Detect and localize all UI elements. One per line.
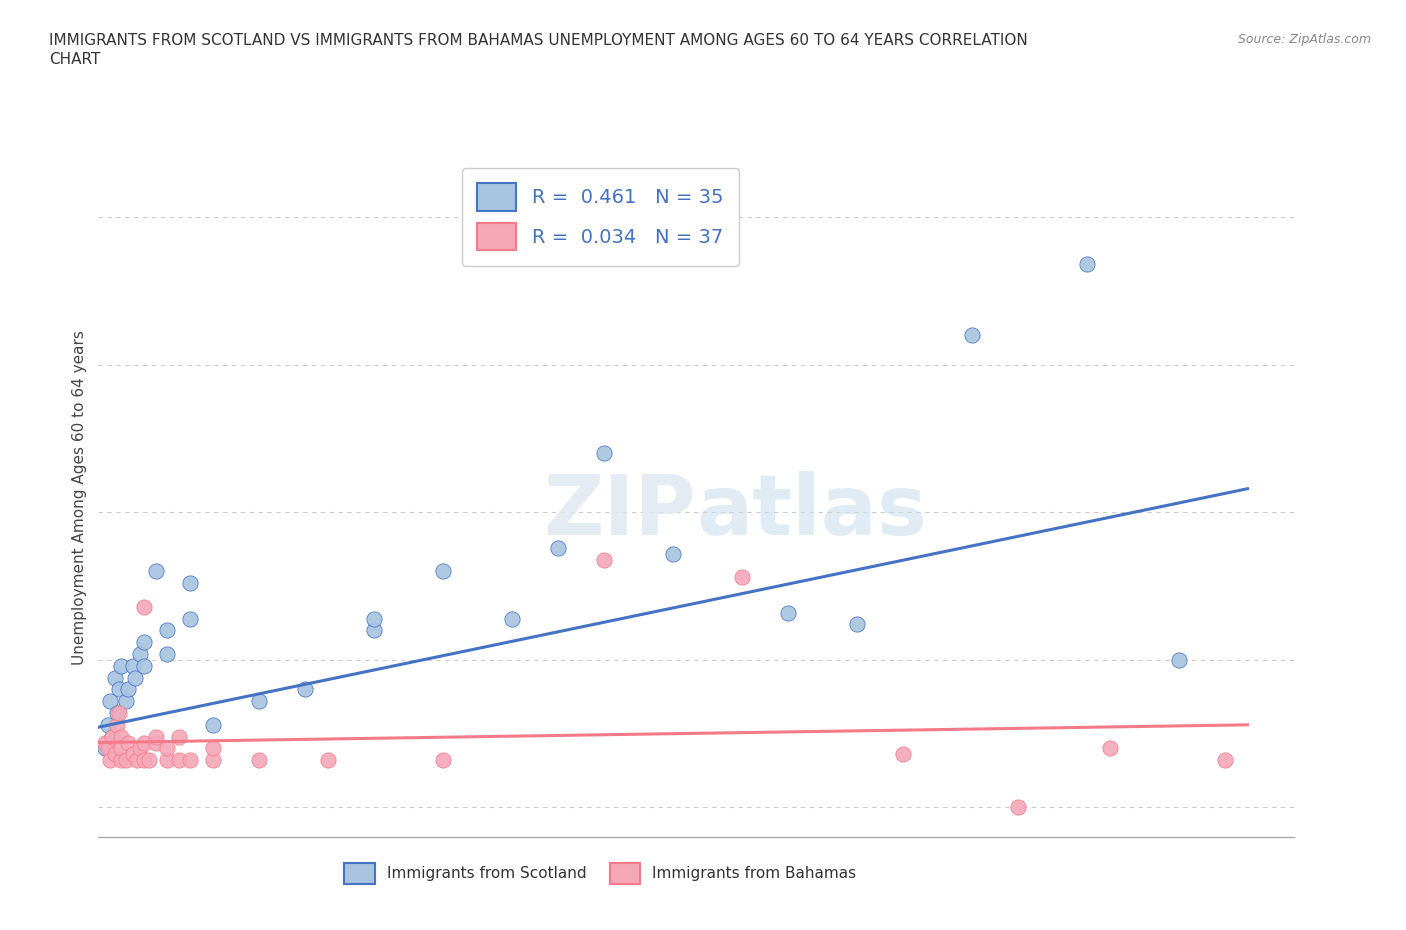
Point bbox=[110, 729, 132, 744]
Point bbox=[134, 635, 156, 650]
Point bbox=[128, 741, 150, 756]
Point bbox=[202, 741, 225, 756]
Text: IMMIGRANTS FROM SCOTLAND VS IMMIGRANTS FROM BAHAMAS UNEMPLOYMENT AMONG AGES 60 T: IMMIGRANTS FROM SCOTLAND VS IMMIGRANTS F… bbox=[49, 33, 1028, 67]
Point bbox=[1098, 741, 1121, 756]
Text: Source: ZipAtlas.com: Source: ZipAtlas.com bbox=[1237, 33, 1371, 46]
Point bbox=[202, 717, 225, 732]
Point bbox=[432, 564, 454, 578]
Point bbox=[593, 445, 616, 460]
Point bbox=[145, 564, 167, 578]
Y-axis label: Unemployment Among Ages 60 to 64 years: Unemployment Among Ages 60 to 64 years bbox=[72, 330, 87, 665]
Point bbox=[731, 570, 754, 585]
Point bbox=[363, 611, 385, 626]
Point bbox=[98, 752, 121, 767]
Point bbox=[247, 752, 270, 767]
Point bbox=[108, 682, 131, 697]
Point bbox=[110, 658, 132, 673]
Legend: Immigrants from Scotland, Immigrants from Bahamas: Immigrants from Scotland, Immigrants fro… bbox=[337, 857, 863, 890]
Point bbox=[1213, 752, 1236, 767]
Point bbox=[156, 741, 179, 756]
Point bbox=[110, 741, 132, 756]
Point bbox=[134, 752, 156, 767]
Text: ZIP: ZIP bbox=[544, 471, 696, 551]
Point bbox=[1007, 800, 1029, 815]
Point bbox=[662, 546, 685, 561]
Point bbox=[432, 752, 454, 767]
Point bbox=[97, 741, 120, 756]
Point bbox=[138, 752, 160, 767]
Point bbox=[776, 605, 799, 620]
Point bbox=[94, 735, 117, 750]
Point bbox=[1167, 653, 1189, 668]
Point bbox=[108, 706, 131, 721]
Point bbox=[247, 694, 270, 709]
Point bbox=[98, 694, 121, 709]
Point bbox=[145, 729, 167, 744]
Point bbox=[179, 576, 201, 591]
Point bbox=[103, 671, 125, 685]
Point bbox=[124, 671, 146, 685]
Point bbox=[134, 599, 156, 614]
Point bbox=[960, 327, 983, 342]
Point bbox=[134, 735, 156, 750]
Point bbox=[363, 623, 385, 638]
Point bbox=[115, 694, 138, 709]
Point bbox=[122, 658, 145, 673]
Point bbox=[105, 706, 128, 721]
Point bbox=[97, 717, 120, 732]
Text: atlas: atlas bbox=[696, 471, 927, 551]
Point bbox=[294, 682, 316, 697]
Point bbox=[105, 717, 128, 732]
Point bbox=[593, 552, 616, 567]
Point bbox=[145, 735, 167, 750]
Point bbox=[547, 540, 569, 555]
Point bbox=[101, 729, 124, 744]
Point bbox=[179, 611, 201, 626]
Point bbox=[110, 752, 132, 767]
Point bbox=[128, 646, 150, 661]
Point bbox=[103, 747, 125, 762]
Point bbox=[115, 752, 138, 767]
Point bbox=[156, 752, 179, 767]
Point bbox=[156, 623, 179, 638]
Point bbox=[122, 747, 145, 762]
Point bbox=[501, 611, 523, 626]
Point bbox=[845, 617, 868, 631]
Point bbox=[94, 741, 117, 756]
Point bbox=[117, 735, 139, 750]
Point bbox=[101, 729, 124, 744]
Point bbox=[156, 646, 179, 661]
Point bbox=[179, 752, 201, 767]
Point bbox=[167, 729, 190, 744]
Point bbox=[891, 747, 914, 762]
Point bbox=[127, 752, 149, 767]
Point bbox=[117, 682, 139, 697]
Point bbox=[167, 752, 190, 767]
Point bbox=[1076, 257, 1098, 272]
Point bbox=[202, 752, 225, 767]
Point bbox=[316, 752, 339, 767]
Point bbox=[134, 658, 156, 673]
